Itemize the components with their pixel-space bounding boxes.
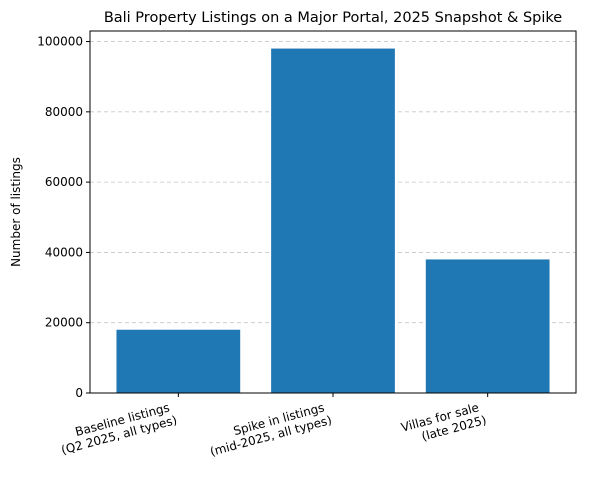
y-tick-label: 80000 bbox=[45, 105, 83, 119]
y-tick-label: 40000 bbox=[45, 245, 83, 259]
x-axis-ticks: Baseline listings(Q2 2025, all types) Spi… bbox=[56, 393, 489, 459]
chart-title: Bali Property Listings on a Major Portal… bbox=[104, 10, 562, 26]
y-axis-ticks: 0 20000 40000 60000 80000 100000 bbox=[37, 35, 90, 400]
bar bbox=[271, 48, 395, 393]
y-tick-label: 0 bbox=[75, 386, 83, 400]
x-tick-label: Villas for sale(late 2025) bbox=[400, 399, 488, 448]
y-axis-label: Number of listings bbox=[9, 157, 23, 267]
y-tick-label: 20000 bbox=[45, 316, 83, 330]
x-tick-label: Baseline listings(Q2 2025, all types) bbox=[56, 399, 179, 457]
y-tick-label: 100000 bbox=[37, 35, 83, 49]
x-tick-label: Spike in listings(mid-2025, all types) bbox=[205, 399, 333, 459]
bar bbox=[425, 259, 550, 393]
y-tick-label: 60000 bbox=[45, 175, 83, 189]
bar bbox=[116, 329, 241, 393]
bars bbox=[116, 48, 550, 393]
